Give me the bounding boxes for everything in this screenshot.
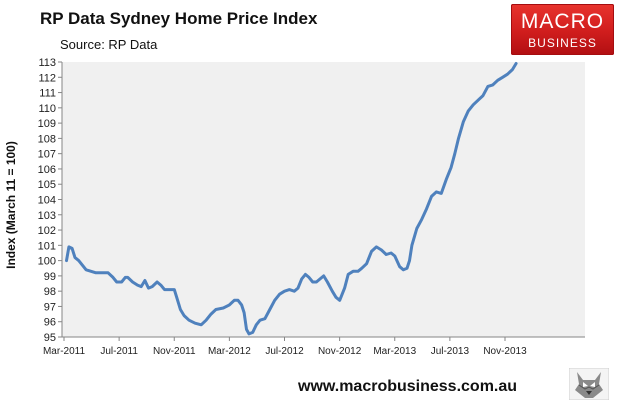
y-tick-label: 111 <box>39 88 56 100</box>
y-tick-label: 95 <box>44 332 56 344</box>
x-tick-label: Mar-2013 <box>373 346 416 357</box>
website-url[interactable]: www.macrobusiness.com.au <box>298 378 518 395</box>
macrobusiness-logo[interactable]: MACRO BUSINESS <box>511 4 614 55</box>
x-axis-ticks: Mar-2011 Jul-2011 Nov-2011 Mar-2012 Jul-2012… <box>43 337 527 357</box>
y-tick-label: 104 <box>38 195 56 207</box>
y-tick-label: 107 <box>38 149 56 161</box>
y-tick-label: 97 <box>44 301 56 313</box>
y-tick-label: 109 <box>38 118 56 130</box>
x-tick-label: Jul-2011 <box>100 346 138 357</box>
x-tick-label: Mar-2011 <box>43 346 85 357</box>
y-axis-ticks: 95 96 97 98 99 100 101 102 103 104 105 106 107 108 109… <box>38 57 62 344</box>
x-tick-label: Mar-2012 <box>208 346 251 357</box>
x-tick-label: Nov-2011 <box>153 346 196 357</box>
y-tick-label: 96 <box>44 317 56 329</box>
y-tick-label: 108 <box>38 133 56 145</box>
x-tick-label: Nov-2012 <box>318 346 362 357</box>
y-tick-label: 100 <box>38 256 56 268</box>
y-tick-label: 101 <box>38 240 56 252</box>
series-line <box>65 62 518 336</box>
chart-title: RP Data Sydney Home Price Index <box>40 9 318 28</box>
y-tick-label: 105 <box>38 179 56 191</box>
x-tick-label: Jul-2013 <box>431 346 470 357</box>
y-tick-label: 106 <box>38 164 56 176</box>
y-tick-label: 110 <box>38 103 56 115</box>
x-tick-label: Nov-2013 <box>483 346 527 357</box>
chart-source: Source: RP Data <box>60 37 158 52</box>
y-tick-label: 98 <box>44 286 56 298</box>
plot-area <box>62 62 585 337</box>
y-tick-label: 113 <box>38 57 56 69</box>
x-tick-label: Jul-2012 <box>265 346 304 357</box>
y-tick-label: 102 <box>38 225 56 237</box>
logo-line-1: MACRO <box>520 10 605 33</box>
line-chart: 95 96 97 98 99 100 101 102 103 104 105 106 107 108 109… <box>38 57 585 357</box>
logo-line-2: BUSINESS <box>528 36 597 50</box>
y-tick-label: 112 <box>38 72 56 84</box>
wolf-icon <box>569 368 609 400</box>
y-tick-label: 103 <box>38 210 56 222</box>
y-tick-label: 99 <box>44 271 56 283</box>
